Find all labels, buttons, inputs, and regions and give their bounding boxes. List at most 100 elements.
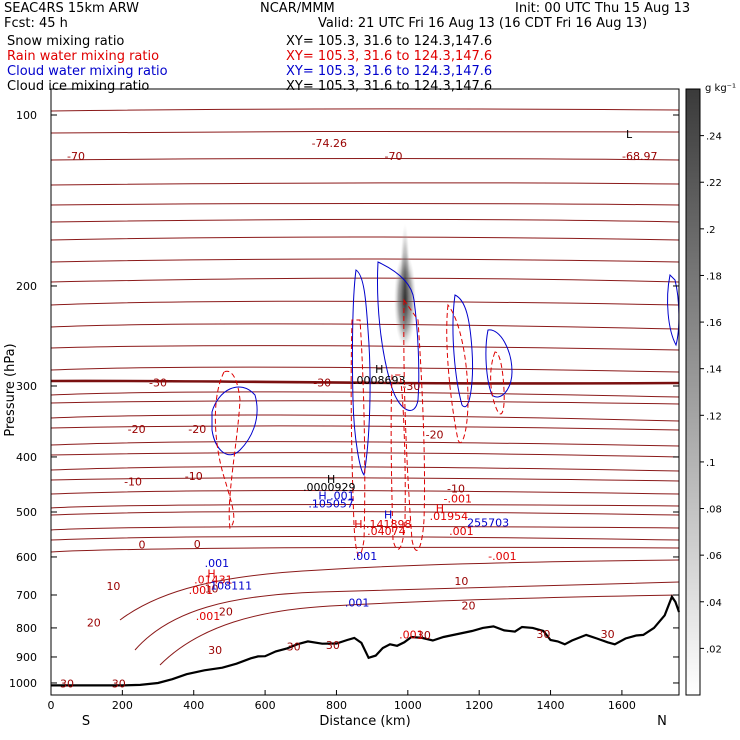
y-tick-label: 300 [16,380,37,393]
isotherm-label: -70 [385,150,403,163]
isotherm-line [51,323,679,330]
contour-annotation: L [626,128,633,141]
isotherm-line [51,425,679,431]
x-tick-label: 1400 [537,699,565,712]
isotherm-label: 30 [601,628,615,641]
isotherm-line [51,158,679,161]
terrain-line [51,594,681,687]
legend-rain-xy: XY= 105.3, 31.6 to 124.3,147.6 [286,49,493,64]
contour-annotation: H .001 [318,490,354,503]
x-tick-label: 800 [326,699,347,712]
isotherm-line [51,546,679,553]
y-tick-label: 600 [16,551,37,564]
isotherm-line [51,366,679,373]
init-time: Init: 00 UTC Thu 15 Aug 13 [515,1,691,16]
isotherm-line [51,379,679,385]
contour-annotation: .04074 [367,525,406,538]
contour-annotation: H .141898 [354,518,411,531]
isotherm-label: 30 [536,628,550,641]
contour-annotation: .001 [189,584,214,597]
contour-annotation: -.001 [488,550,516,563]
isotherm-label: 20 [461,599,475,612]
isotherm-label: 30 [112,678,126,691]
x-tick-label: 400 [183,699,204,712]
isotherm-line [134,581,679,651]
isotherm-line [119,559,679,621]
contour-annotation: H [327,473,335,486]
y-tick-label: 500 [16,506,37,519]
isotherm-label: -10 [447,483,465,496]
isotherm-label: -20 [128,423,146,436]
x-tick-label: 200 [112,699,133,712]
isotherm-label: -74.26 [312,137,347,150]
temperature-isotherms [51,108,679,666]
colorbar-tick-label: .08 [706,505,722,516]
contour-annotation: H [375,363,383,376]
legend-rain-name: Rain water mixing ratio [7,49,160,64]
isotherm-label: 0 [138,538,145,551]
isotherm-line [51,345,679,351]
isotherm-label: 10 [106,580,120,593]
y-tick-label: 1000 [9,677,37,690]
isotherm-label: -68.97 [622,150,657,163]
isotherm-label: -10 [124,476,142,489]
isotherm-label: 10 [454,575,468,588]
colorbar-tick-label: .16 [706,318,722,329]
x-tick-label: 600 [255,699,276,712]
contour-annotation: .001 [449,525,474,538]
isotherm-line [51,490,679,495]
contour-annotation: H [207,568,215,581]
model-title: SEAC4RS 15km ARW [4,1,140,16]
isotherm-line [159,594,679,666]
contour-annotation: .001 [345,597,370,610]
legend-snow-xy: XY= 105.3, 31.6 to 124.3,147.6 [286,34,493,49]
legend-cloud-ice-name: Cloud ice mixing ratio [7,79,150,94]
x-tick-label: 1200 [465,699,493,712]
isotherm-label: 0 [194,538,201,551]
colorbar-tick-label: .18 [706,271,722,282]
colorbar-tick-label: .1 [706,458,716,469]
y-tick-label: 900 [16,651,37,664]
isotherm-line [51,203,679,206]
contour-annotation: .0000929 [303,481,356,494]
isotherm-label: 20 [87,616,101,629]
isotherm-line [51,182,679,186]
isotherm-line [51,391,679,398]
colorbar-units: g kg⁻¹ [705,83,736,94]
contour-annotation: H [436,502,444,515]
isotherm-label: -30 [313,377,331,390]
isotherm-label: 10 [205,583,219,596]
isotherm-label: 30 [417,629,431,642]
isotherm-line [51,504,679,509]
y-tick-label: 100 [16,109,37,122]
isotherm-line [51,300,679,306]
y-axis-label: Pressure (hPa) [3,343,18,436]
colorbar: .02 .04 .06 .08 .1 .12 .14 .16 .18 .2 .22 .24 g kg⁻… [685,83,736,696]
contour-annotation: H [384,508,392,521]
y-tick-label: 800 [16,622,37,635]
colorbar-tick-label: .24 [706,132,722,143]
isotherm-label: 20 [219,605,233,618]
isotherm-line [51,526,679,531]
cloud-water-contours [211,261,680,477]
isotherm-line [51,441,679,447]
isotherm-label: -30 [149,377,167,390]
isotherm-line [51,536,679,541]
x-axis-label: Distance (km) [319,714,410,729]
isotherm-label: 30 [208,644,222,657]
isotherm-line [51,236,679,241]
center-name: NCAR/MMM [260,1,335,16]
colorbar-tick-label: .14 [706,365,722,376]
colorbar-tick-label: .2 [706,225,716,236]
legend-cloud-water-xy: XY= 105.3, 31.6 to 124.3,147.6 [286,64,493,79]
isotherm-label: -30 [402,380,420,393]
contour-annotation: .001 [353,550,378,563]
y-tick-label: 200 [16,280,37,293]
colorbar-tick-label: .02 [706,644,722,655]
legend-cloud-water-name: Cloud water mixing ratio [7,64,168,79]
x-tick-label: 0 [48,699,55,712]
x-tick-label: 1000 [394,699,422,712]
isotherm-label: 30 [60,678,74,691]
isotherm-line [51,466,679,472]
